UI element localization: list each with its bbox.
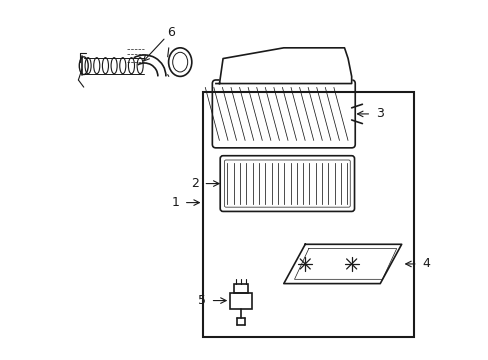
Bar — [203, 93, 413, 337]
Text: 4: 4 — [422, 257, 429, 270]
Polygon shape — [216, 48, 351, 84]
Text: 5: 5 — [198, 294, 205, 307]
Polygon shape — [283, 244, 401, 284]
Bar — [233, 284, 247, 293]
Bar — [230, 293, 251, 309]
Text: 3: 3 — [375, 107, 383, 120]
Text: 1: 1 — [171, 196, 179, 209]
Text: 2: 2 — [190, 177, 198, 190]
Text: 6: 6 — [167, 26, 175, 39]
